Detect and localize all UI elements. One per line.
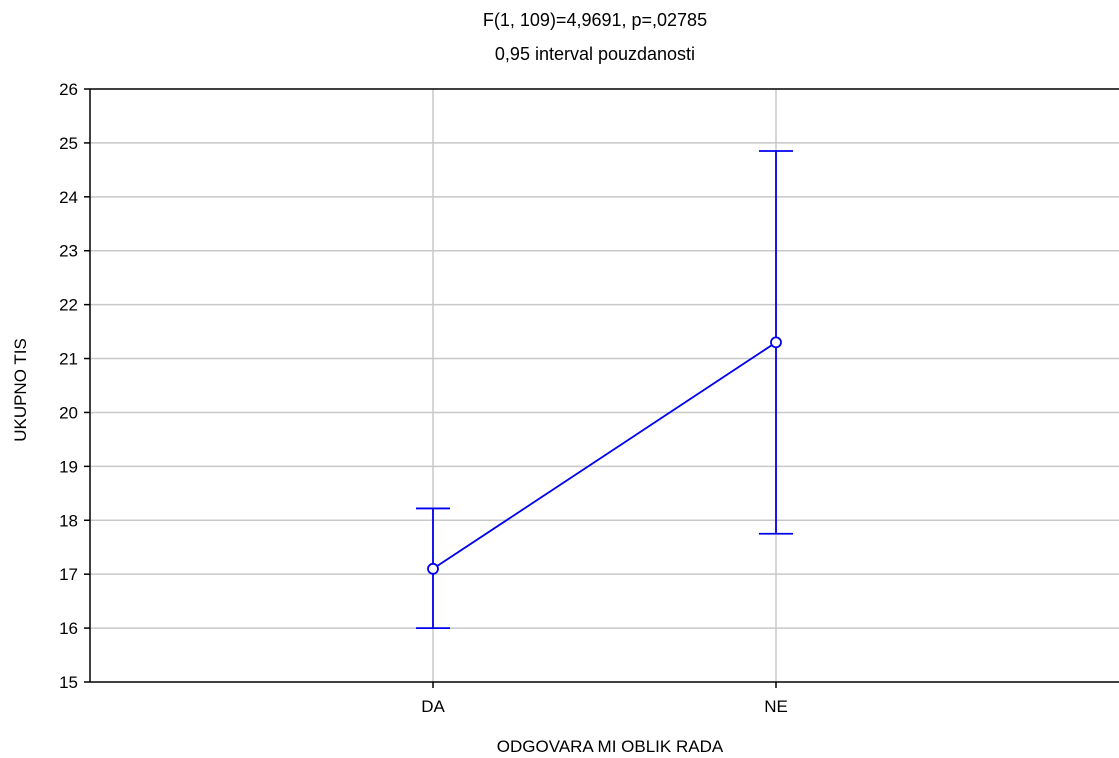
y-tick-label: 26 [59,80,78,99]
y-tick-label: 24 [59,188,78,207]
y-tick-label: 18 [59,511,78,530]
y-tick-label: 16 [59,619,78,638]
y-axis-label: UKUPNO TIS [11,338,30,442]
y-tick-label: 15 [59,673,78,692]
chart-title: F(1, 109)=4,9691, p=,02785 [483,10,707,30]
y-tick-label: 21 [59,350,78,369]
x-tick-label: NE [764,697,788,716]
series-layer [416,150,793,629]
axes: 15 16 17 18 19 20 21 22 23 24 25 26 DA NE [59,80,1119,716]
y-tick-label: 23 [59,242,78,261]
mean-line [432,341,777,570]
mean-point [770,336,782,349]
mean-point [427,562,439,575]
y-tick-label: 17 [59,565,78,584]
y-tick-label: 19 [59,457,78,476]
x-axis-label: ODGOVARA MI OBLIK RADA [497,737,724,756]
y-tick-label: 20 [59,403,78,422]
grid [90,89,1119,682]
y-tick-label: 25 [59,134,78,153]
chart-subtitle: 0,95 interval pouzdanosti [495,44,695,64]
x-tick-label: DA [421,697,445,716]
y-tick-label: 22 [59,296,78,315]
